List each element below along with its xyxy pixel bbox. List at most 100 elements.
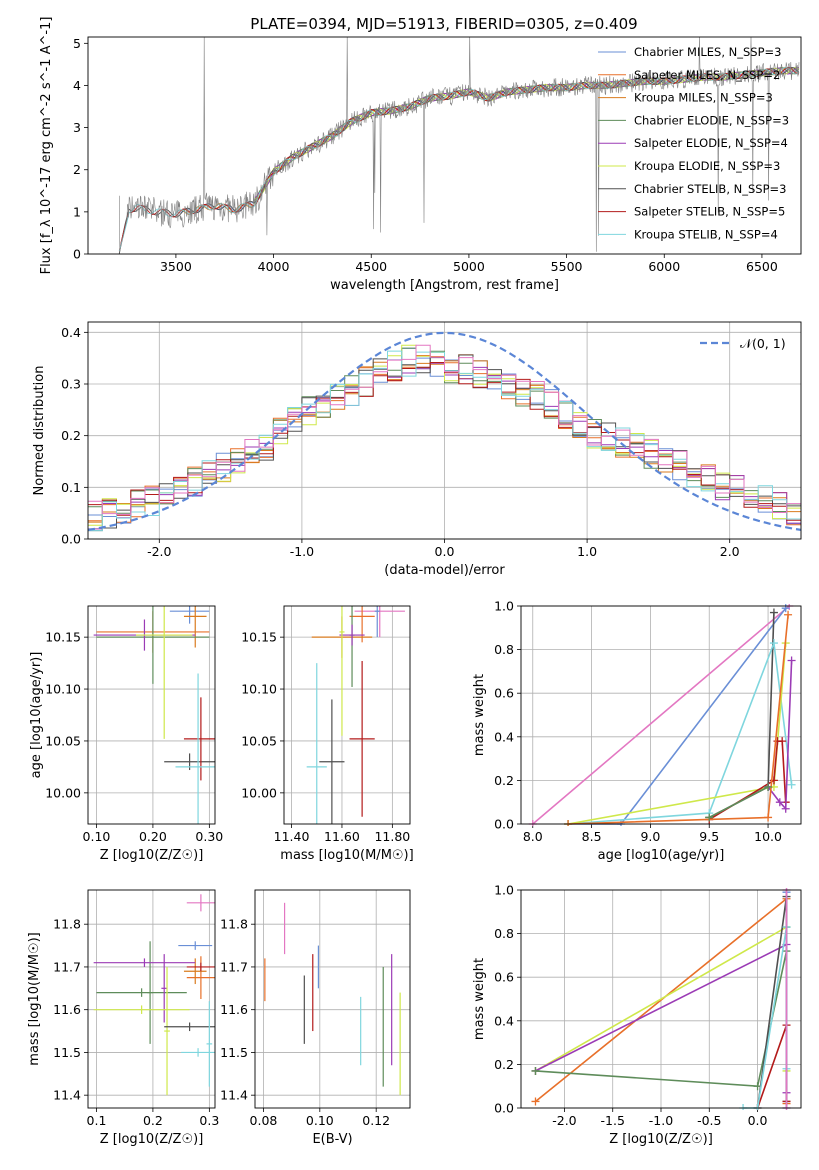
observed-spectrum-line [119, 37, 800, 252]
x-axis-label: wavelength [Angstrom, rest frame] [330, 278, 559, 293]
y-axis-label: mass [log10(M/M☉)] [27, 932, 42, 1065]
y-axis-label: Normed distribution [32, 366, 47, 496]
x-axis-label: Z [log10(Z/Z☉)] [100, 848, 204, 863]
x-tick-label: 0.3 [199, 1113, 219, 1128]
errorbar-point [169, 606, 210, 624]
errorbar-point [374, 606, 380, 638]
mass-weight-vs-Z-plot-area [531, 888, 791, 1110]
normal-curve [88, 331, 801, 531]
y-tick-label: 11.5 [53, 1045, 81, 1060]
mass-weight-vs-age-panel: 8.0 8.5 9.0 9.5 10.0 0.0 0.2 0.4 0.6 0.8 1.0 age [l… [472, 599, 802, 863]
axes-frame [87, 889, 216, 1109]
axes-frame [87, 605, 216, 825]
mass-weight-marker [781, 804, 790, 813]
legend-entry: Kroupa ELODIE, N_SSP=3 [634, 159, 780, 173]
errorbar-point [183, 606, 207, 648]
x-tick-label: 0.0 [435, 544, 455, 559]
errorbar-point [186, 962, 215, 972]
errorbar-point [206, 1001, 213, 1087]
y-axis-label: age [log10(age/yr)] [29, 652, 44, 779]
x-tick-label: 8.0 [523, 829, 543, 844]
x-tick-label: 8.5 [582, 829, 602, 844]
x-tick-label: 0.10 [83, 829, 111, 844]
y-axis-label: mass weight [472, 674, 487, 756]
errorbar-point [349, 661, 375, 817]
errorbar-point [93, 958, 196, 967]
x-tick-label: 11.40 [274, 829, 310, 844]
x-tick-label: 0.2 [143, 1113, 163, 1128]
x-tick-label: -0.5 [697, 1113, 721, 1128]
residual-histogram-step [88, 362, 801, 521]
mass-weight-marker [769, 639, 778, 648]
axes-frame [283, 605, 411, 825]
mass-weight-marker [531, 1066, 540, 1075]
y-tick-label: 1 [73, 204, 81, 219]
y-tick-label: 11.7 [220, 959, 248, 974]
mass-weight-marker [705, 813, 714, 822]
mass-weight-marker [531, 1097, 540, 1106]
errorbar-point [164, 753, 215, 771]
y-tick-label: 10.10 [45, 682, 81, 697]
x-axis-label: age [log10(age/yr)] [598, 848, 725, 863]
axes-frame [520, 605, 802, 825]
x-tick-label: 4500 [355, 259, 387, 274]
x-tick-label: 9.5 [699, 829, 719, 844]
mass-weight-line [567, 643, 787, 825]
x-tick-label: 0.10 [306, 1113, 334, 1128]
legend-entry: 𝒩(0, 1) [740, 336, 786, 351]
mass-weight-marker [778, 737, 787, 746]
y-tick-label: 11.8 [53, 917, 81, 932]
mass-weight-marker [775, 798, 784, 807]
x-tick-label: 0.0 [748, 1113, 768, 1128]
y-tick-label: 0.8 [494, 642, 514, 657]
mass-vs-ebv-panel: 0.08 0.10 0.12 11.4 11.5 11.6 11.7 11.8 E(B-V) [220, 889, 411, 1147]
mass-weight-marker [764, 813, 773, 822]
errorbar-point [306, 663, 327, 824]
errorbar-point [135, 606, 193, 739]
x-axis-label: E(B-V) [312, 1132, 352, 1147]
figure-title: PLATE=0394, MJD=51913, FIBERID=0305, z=0… [250, 15, 637, 33]
errorbar-point [164, 1022, 215, 1032]
mass-weight-marker [787, 656, 796, 665]
legend-entry: Salpeter MILES, N_SSP=2 [634, 68, 780, 82]
y-tick-label: 1.0 [494, 599, 514, 614]
x-tick-label: -1.5 [601, 1113, 625, 1128]
legend-entry: Chabrier STELIB, N_SSP=3 [634, 182, 786, 196]
mass-weight-line [568, 642, 793, 825]
y-tick-label: 3 [73, 120, 81, 135]
mass-weight-line [568, 607, 787, 825]
mass-weight-marker [787, 780, 796, 789]
y-tick-label: 10.00 [45, 785, 81, 800]
legend-entry: Chabrier ELODIE, N_SSP=3 [634, 113, 789, 127]
x-tick-label: 5500 [551, 259, 583, 274]
mass-vs-Z-panel: 0.1 0.2 0.3 11.4 11.5 11.6 11.7 11.8 Z [log10(Z/… [27, 889, 219, 1147]
y-tick-label: 0.1 [61, 480, 81, 495]
x-tick-label: 11.80 [374, 829, 410, 844]
y-tick-label: 0 [73, 247, 81, 262]
y-tick-label: 0.6 [494, 686, 514, 701]
mass-weight-marker [784, 610, 793, 619]
x-tick-label: 4000 [258, 259, 290, 274]
y-tick-label: 10.00 [241, 785, 277, 800]
y-axis-label: mass weight [472, 958, 487, 1040]
y-tick-label: 10.15 [45, 630, 81, 645]
x-tick-label: -1.0 [290, 544, 314, 559]
y-tick-label: 0.3 [61, 377, 81, 392]
mass-vs-Z-plot-area [93, 894, 215, 1096]
mass-vs-ebv-plot-area [264, 902, 401, 1096]
y-tick-label: 0.0 [494, 817, 514, 832]
y-tick-label: 2 [73, 162, 81, 177]
errorbar-point [339, 606, 345, 736]
x-tick-label: 0.08 [250, 1113, 278, 1128]
mass-weight-line [767, 660, 793, 811]
x-axis-label: mass [log10(M/M☉)] [280, 848, 413, 863]
spectrum-plot-area [118, 37, 800, 254]
axes-frame [87, 36, 802, 255]
x-tick-label: 10.0 [754, 829, 782, 844]
y-tick-label: 11.8 [220, 917, 248, 932]
age-vs-mass-panel: 11.40 11.60 11.80 10.00 10.05 10.10 10.15 mass … [241, 605, 414, 863]
errorbar-point [178, 941, 213, 950]
y-tick-label: 0.6 [494, 970, 514, 985]
x-tick-label: -2.0 [147, 544, 171, 559]
